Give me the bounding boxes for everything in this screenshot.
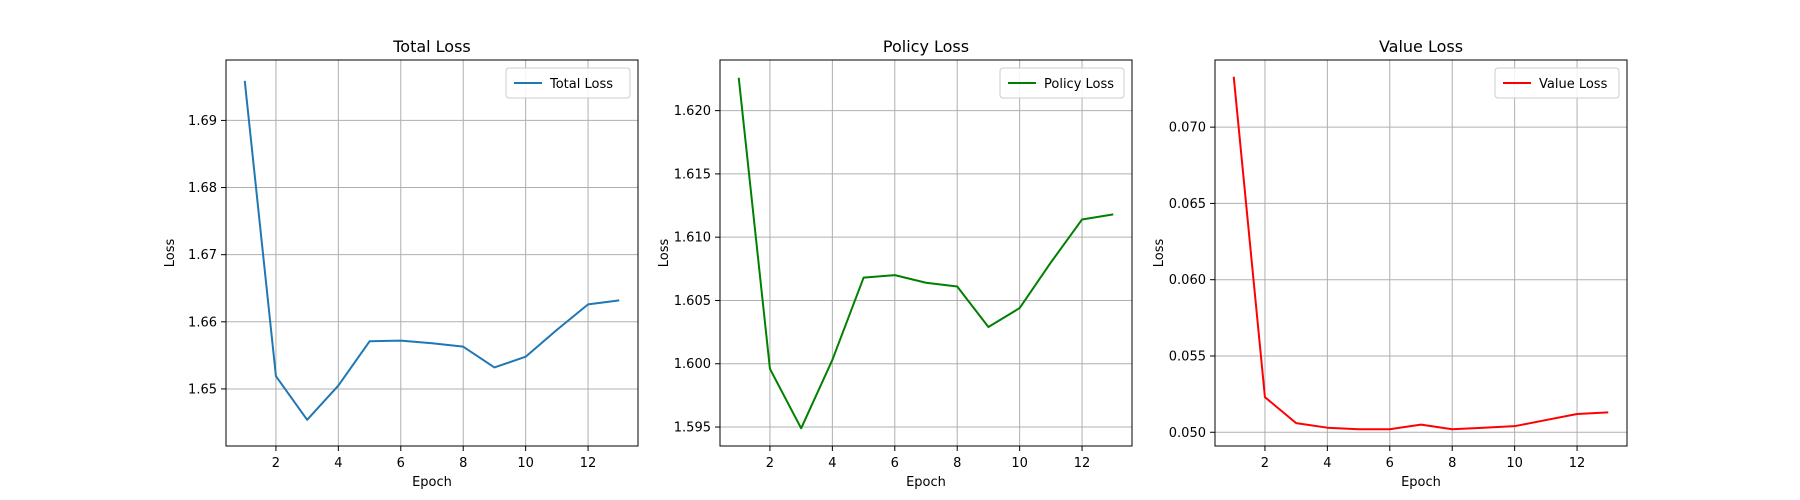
x-tick-label: 8 (459, 456, 467, 471)
y-tick-label: 1.595 (674, 421, 711, 436)
y-axis-label: Loss (1152, 239, 1167, 268)
x-tick-label: 4 (828, 456, 836, 471)
x-tick-label: 2 (272, 456, 280, 471)
x-axis-label: Epoch (1401, 475, 1441, 490)
y-tick-label: 1.66 (188, 315, 217, 330)
x-tick-label: 12 (580, 456, 597, 471)
x-tick-label: 8 (1448, 456, 1456, 471)
x-tick-label: 2 (766, 456, 774, 471)
plot-frame (1214, 59, 1628, 447)
x-tick-label: 6 (397, 456, 405, 471)
y-tick-label: 1.67 (188, 248, 217, 263)
y-tick-label: 0.055 (1169, 349, 1206, 364)
x-tick-label: 6 (891, 456, 899, 471)
y-tick-label: 1.605 (674, 294, 711, 309)
x-tick-label: 4 (334, 456, 342, 471)
x-tick-label: 6 (1386, 456, 1394, 471)
y-tick-label: 1.65 (188, 382, 217, 397)
legend-label: Value Loss (1539, 77, 1608, 92)
y-axis-label: Loss (163, 239, 178, 268)
y-tick-label: 1.69 (188, 114, 217, 129)
plot-frame (719, 59, 1133, 447)
y-tick-label: 1.600 (674, 357, 711, 372)
value-loss-panel: 2 4 6 8 10 12 0.050 0.055 0.060 0.065 0.070 Value L… (1152, 37, 1628, 490)
y-tick-label: 0.050 (1169, 426, 1206, 441)
y-tick-label: 1.68 (188, 181, 217, 196)
chart-title: Policy Loss (883, 37, 969, 56)
y-tick-label: 0.065 (1169, 197, 1206, 212)
y-tick-label: 1.610 (674, 231, 711, 246)
legend-label: Total Loss (549, 77, 613, 92)
chart-title: Total Loss (392, 37, 471, 56)
series-line-0 (1232, 76, 1609, 431)
x-tick-label: 10 (517, 456, 534, 471)
x-axis-label: Epoch (412, 475, 452, 490)
y-tick-label: 0.060 (1169, 273, 1206, 288)
series-line-0 (243, 80, 620, 421)
legend-box (999, 67, 1125, 99)
y-tick-label: 0.070 (1169, 121, 1206, 136)
x-tick-label: 8 (953, 456, 961, 471)
x-tick-label: 2 (1261, 456, 1269, 471)
x-axis-label: Epoch (906, 475, 946, 490)
y-tick-label: 1.620 (674, 104, 711, 119)
y-axis-label: Loss (657, 239, 672, 268)
x-tick-label: 12 (1569, 456, 1586, 471)
x-tick-label: 12 (1074, 456, 1091, 471)
x-tick-label: 10 (1506, 456, 1523, 471)
legend-box (1494, 67, 1620, 99)
legend-label: Policy Loss (1044, 77, 1114, 92)
series-line-0 (737, 77, 1114, 430)
policy-loss-panel: 2 4 6 8 10 12 1.595 1.600 1.605 1.610 1.615 1.620 Po… (657, 37, 1133, 490)
legend-box (505, 67, 631, 99)
y-tick-label: 1.615 (674, 167, 711, 182)
x-tick-label: 4 (1323, 456, 1331, 471)
x-tick-label: 10 (1011, 456, 1028, 471)
plot-frame (225, 59, 639, 447)
total-loss-panel: 2 4 6 8 10 12 1.65 1.66 1.67 1.68 1.69 Total Loss Ep… (163, 37, 639, 490)
chart-title: Value Loss (1379, 37, 1463, 56)
